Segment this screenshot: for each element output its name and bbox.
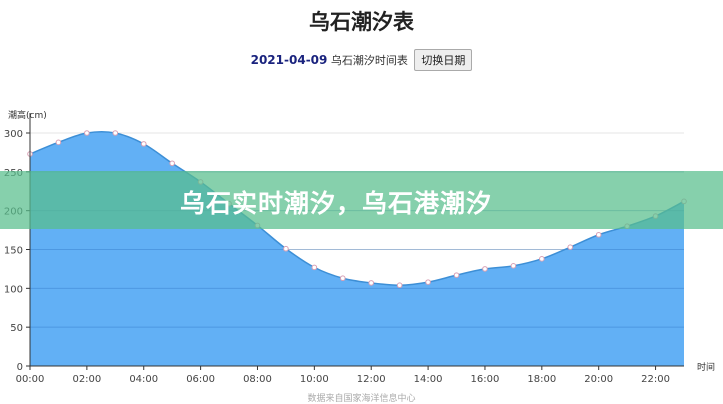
data-point xyxy=(482,266,488,272)
x-axis-label: 时间 xyxy=(697,361,715,373)
banner-text: 乌石实时潮汐，乌石港潮汐 xyxy=(180,189,493,218)
data-point xyxy=(339,275,346,282)
x-tick-label: 22:00 xyxy=(641,374,670,385)
page-title: 乌石潮汐表 xyxy=(309,10,414,34)
y-tick-label: 300 xyxy=(4,129,23,140)
x-tick-label: 10:00 xyxy=(300,374,329,385)
date-bar: 2021-04-09 乌石潮汐时间表 切换日期 xyxy=(0,49,723,71)
x-tick-label: 12:00 xyxy=(357,374,386,385)
data-point xyxy=(595,231,602,238)
overlay-banner xyxy=(0,171,723,229)
data-point xyxy=(311,264,318,271)
y-tick-label: 100 xyxy=(4,284,23,295)
data-point xyxy=(567,244,574,250)
data-point xyxy=(140,141,147,147)
y-axis-label: 潮高(cm) xyxy=(8,109,47,121)
subtitle: 乌石潮汐时间表 xyxy=(330,54,408,67)
y-tick-label: 50 xyxy=(10,323,23,334)
y-tick-label: 0 xyxy=(17,362,23,373)
data-point xyxy=(368,280,375,286)
y-tick-label: 150 xyxy=(4,246,23,257)
data-point xyxy=(84,130,90,136)
data-point xyxy=(510,263,517,269)
data-point xyxy=(55,139,62,146)
x-tick-label: 00:00 xyxy=(16,374,45,385)
data-source: 数据来自国家海洋信息中心 xyxy=(307,394,416,404)
x-tick-label: 14:00 xyxy=(414,374,443,385)
data-point xyxy=(283,245,289,252)
data-point xyxy=(425,279,431,285)
area-fill xyxy=(30,131,684,366)
x-tick-label: 18:00 xyxy=(527,374,556,385)
current-date: 2021-04-09 xyxy=(250,53,328,67)
data-point xyxy=(396,282,403,289)
x-tick-label: 06:00 xyxy=(186,374,215,385)
x-tick-label: 08:00 xyxy=(243,374,272,385)
x-tick-label: 16:00 xyxy=(471,374,500,385)
x-tick-label: 04:00 xyxy=(129,374,158,385)
data-point xyxy=(112,130,119,136)
x-tick-label: 02:00 xyxy=(72,374,101,385)
data-point xyxy=(169,160,175,167)
switch-date-button[interactable]: 切换日期 xyxy=(414,49,473,71)
data-point xyxy=(453,272,460,278)
x-tick-label: 20:00 xyxy=(584,374,613,385)
data-point xyxy=(539,256,545,262)
